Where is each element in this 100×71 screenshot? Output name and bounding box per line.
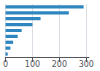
svg-text:100: 100 bbox=[25, 60, 40, 69]
svg-text:0: 0 bbox=[3, 60, 8, 69]
svg-text:200: 200 bbox=[52, 60, 67, 69]
svg-text:300: 300 bbox=[79, 60, 94, 69]
